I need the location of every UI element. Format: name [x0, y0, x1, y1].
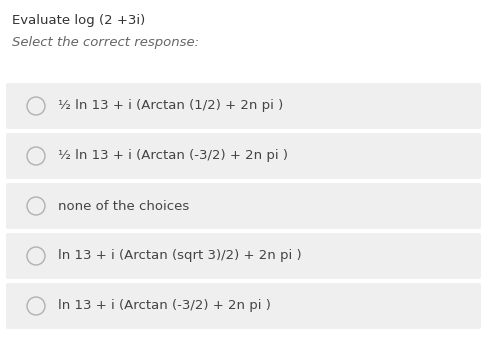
Circle shape — [27, 247, 45, 265]
Text: ½ ln 13 + i (Arctan (-3/2) + 2n pi ): ½ ln 13 + i (Arctan (-3/2) + 2n pi ) — [58, 150, 288, 163]
Text: ln 13 + i (Arctan (-3/2) + 2n pi ): ln 13 + i (Arctan (-3/2) + 2n pi ) — [58, 300, 271, 313]
FancyBboxPatch shape — [6, 183, 481, 229]
Circle shape — [27, 297, 45, 315]
Circle shape — [27, 147, 45, 165]
FancyBboxPatch shape — [6, 233, 481, 279]
Text: Select the correct response:: Select the correct response: — [12, 36, 199, 49]
FancyBboxPatch shape — [6, 283, 481, 329]
Text: Evaluate log (2 +3i): Evaluate log (2 +3i) — [12, 14, 145, 27]
FancyBboxPatch shape — [6, 133, 481, 179]
FancyBboxPatch shape — [6, 83, 481, 129]
Circle shape — [27, 97, 45, 115]
Circle shape — [27, 197, 45, 215]
Text: none of the choices: none of the choices — [58, 200, 189, 213]
Text: ln 13 + i (Arctan (sqrt 3)/2) + 2n pi ): ln 13 + i (Arctan (sqrt 3)/2) + 2n pi ) — [58, 250, 301, 263]
Text: ½ ln 13 + i (Arctan (1/2) + 2n pi ): ½ ln 13 + i (Arctan (1/2) + 2n pi ) — [58, 100, 283, 113]
